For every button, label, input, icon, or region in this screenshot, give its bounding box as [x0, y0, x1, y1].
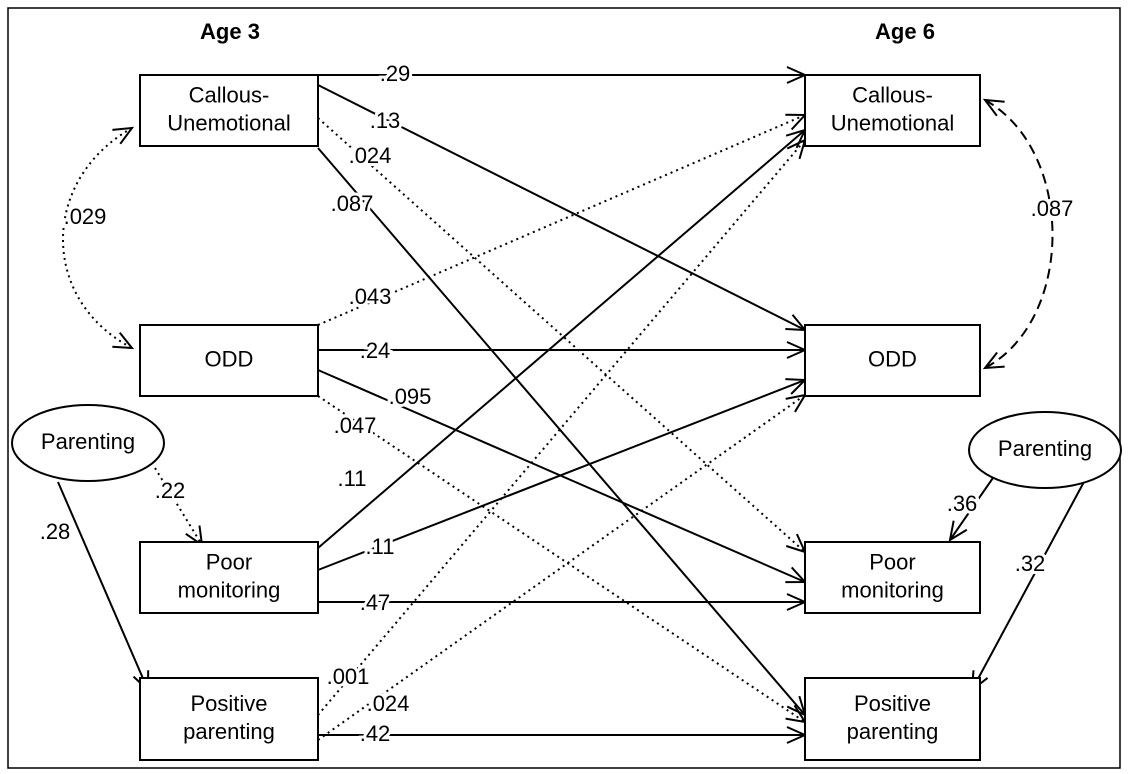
variable-label: ODD — [205, 346, 254, 371]
variable-box — [804, 324, 981, 397]
latent-label: Parenting — [41, 429, 135, 454]
variable-label: Positive — [854, 691, 931, 716]
path-coefficient: .47 — [360, 590, 391, 615]
path-coefficient: .001 — [327, 664, 370, 689]
path-arrow — [57, 481, 150, 693]
variable-box — [139, 541, 319, 614]
variable-label: monitoring — [178, 577, 281, 602]
path-arrow — [317, 84, 808, 332]
path-coefficient: .22 — [155, 478, 186, 503]
variable-label: ODD — [868, 346, 917, 371]
path-coefficient: .024 — [349, 143, 392, 168]
variable-box — [139, 324, 319, 397]
variable-box — [139, 677, 319, 761]
path-coefficient: .32 — [1015, 551, 1046, 576]
path-coefficient: .13 — [370, 108, 401, 133]
path-coefficient: .029 — [64, 204, 107, 229]
path-coefficient: .087 — [331, 191, 374, 216]
age-left-heading: Age 3 — [200, 19, 260, 44]
path-arrow — [970, 479, 1086, 693]
path-arrow — [62, 126, 135, 350]
variable-box — [804, 541, 981, 614]
path-coefficient: .36 — [947, 491, 978, 516]
variable-label: parenting — [847, 719, 939, 744]
path-arrow — [948, 474, 996, 543]
path-arrow — [317, 117, 807, 554]
variable-box — [139, 74, 319, 147]
variable-label: Callous- — [852, 82, 933, 107]
path-coefficient: .42 — [360, 721, 391, 746]
path-coefficient: .29 — [380, 61, 411, 86]
path-coefficient: .095 — [389, 384, 432, 409]
variable-label: parenting — [183, 719, 275, 744]
variable-box — [804, 74, 981, 147]
variable-label: Unemotional — [167, 110, 291, 135]
path-arrow — [317, 378, 808, 571]
path-coefficient: .024 — [367, 691, 410, 716]
latent-ellipse — [11, 404, 165, 482]
path-coefficient: .11 — [338, 466, 367, 491]
path-arrow — [317, 395, 808, 724]
variable-label: Poor — [206, 549, 252, 574]
latent-ellipse — [968, 411, 1122, 489]
path-coefficient: .24 — [360, 338, 391, 363]
latent-label: Parenting — [998, 436, 1092, 461]
variable-label: Unemotional — [831, 110, 955, 135]
variable-box — [804, 677, 981, 761]
path-coefficient: .11 — [366, 534, 395, 559]
variable-label: monitoring — [841, 577, 944, 602]
variable-label: Callous- — [189, 82, 270, 107]
path-coefficient: .043 — [349, 284, 392, 309]
path-arrow — [317, 113, 808, 326]
path-coefficient: .28 — [40, 519, 71, 544]
variable-label: Poor — [869, 549, 915, 574]
path-arrow — [982, 98, 1054, 370]
path-arrow — [317, 128, 807, 549]
frame — [7, 7, 1121, 769]
path-coefficient: .047 — [334, 413, 377, 438]
variable-label: Positive — [190, 691, 267, 716]
path-arrow — [317, 393, 808, 741]
path-arrow — [317, 147, 807, 717]
path-coefficient: .087 — [1031, 196, 1074, 221]
age-right-heading: Age 6 — [875, 19, 935, 44]
